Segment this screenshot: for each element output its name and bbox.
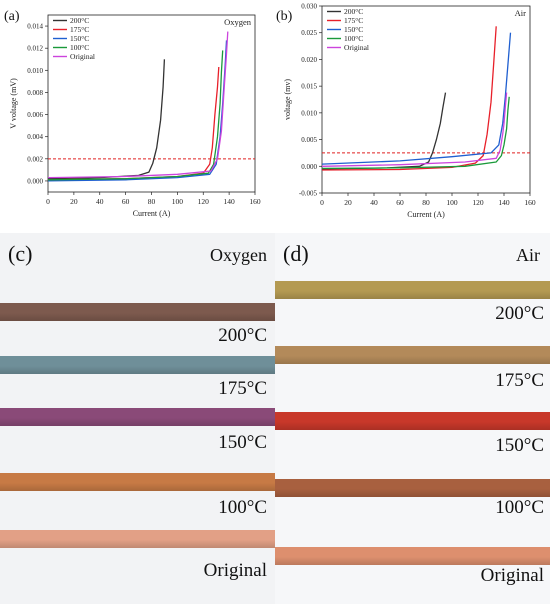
strip-label-175c: 175°C xyxy=(218,378,267,399)
panel-label: (b) xyxy=(276,9,293,24)
x-tick-label: 0 xyxy=(320,198,324,207)
x-tick-label: 20 xyxy=(70,197,78,206)
x-tick-label: 20 xyxy=(344,198,352,207)
photo-title-air: Air xyxy=(516,245,540,265)
copper-strip-original xyxy=(0,530,275,548)
series-line xyxy=(321,92,508,167)
series-line xyxy=(47,50,224,181)
x-tick-label: 140 xyxy=(498,198,510,207)
x-tick-label: 100 xyxy=(172,197,184,206)
series-line xyxy=(321,92,447,170)
copper-strip-150c xyxy=(0,408,275,426)
series-line xyxy=(47,66,220,181)
chart-title: Oxygen xyxy=(224,17,252,27)
x-tick-label: 40 xyxy=(370,198,378,207)
x-tick-label: 100 xyxy=(446,198,458,207)
chart-a: 0 20 40 60 80 100 120 140 160 0.000 0.002 0.004 0.00… xyxy=(4,9,261,218)
y-tick-label: 0.004 xyxy=(27,133,43,141)
panel-label: (a) xyxy=(4,9,20,24)
charts-area: 0 20 40 60 80 100 120 140 160 0.000 0.002 0.004 0.00… xyxy=(4,3,536,220)
y-tick-label: 0.012 xyxy=(27,45,43,53)
strip-label-original: Original xyxy=(480,565,544,586)
photo-panel-oxygen: (c) Oxygen 200°C 175°C 150°C 100°C Origi… xyxy=(0,233,275,604)
panel-label-c: (c) xyxy=(8,241,33,266)
series-line xyxy=(321,96,510,170)
legend-label: Original xyxy=(344,43,369,52)
strip-label-100c: 100°C xyxy=(495,497,544,518)
y-tick-label: 0.006 xyxy=(27,111,43,119)
legend-label: 200°C xyxy=(344,7,363,16)
copper-strip-original xyxy=(275,547,550,565)
y-tick-label: 0.014 xyxy=(27,23,43,31)
x-tick-label: 160 xyxy=(249,197,261,206)
copper-strip-200c xyxy=(0,303,275,321)
copper-strip-175c xyxy=(275,346,550,364)
copper-strip-150c xyxy=(275,412,550,430)
strip-label-200c: 200°C xyxy=(218,325,267,346)
x-tick-label: 0 xyxy=(46,197,50,206)
series-line xyxy=(47,31,229,179)
legend-label: Original xyxy=(70,52,95,61)
series-line xyxy=(47,40,228,182)
strip-label-150c: 150°C xyxy=(495,435,544,456)
copper-strip-175c xyxy=(0,356,275,374)
y-tick-label: 0.015 xyxy=(301,83,317,91)
x-tick-label: 120 xyxy=(472,198,484,207)
x-axis-label: Current (A) xyxy=(133,209,171,218)
chart-title: Air xyxy=(515,8,527,18)
y-tick-label: 0.010 xyxy=(301,109,317,117)
photo-title-oxygen: Oxygen xyxy=(210,245,267,265)
y-tick-label: 0.005 xyxy=(301,136,317,144)
x-axis-label: Current (A) xyxy=(407,210,445,219)
y-tick-label: 0.008 xyxy=(27,89,43,97)
y-tick-label: 0.000 xyxy=(301,163,317,171)
series-line xyxy=(321,32,512,165)
x-tick-label: 140 xyxy=(224,197,236,206)
y-tick-label: 0.030 xyxy=(301,3,317,11)
legend-label: 175°C xyxy=(344,16,363,25)
copper-strip-100c xyxy=(0,473,275,491)
y-tick-label: -0.005 xyxy=(299,190,318,198)
strip-label-100c: 100°C xyxy=(218,497,267,518)
legend-label: 150°C xyxy=(70,34,89,43)
legend-label: 100°C xyxy=(70,43,89,52)
strip-label-175c: 175°C xyxy=(495,370,544,391)
x-tick-label: 120 xyxy=(198,197,210,206)
panel-label-d: (d) xyxy=(283,241,309,266)
x-tick-label: 80 xyxy=(148,197,156,206)
series-line xyxy=(47,59,166,180)
legend-label: 150°C xyxy=(344,25,363,34)
legend-label: 175°C xyxy=(70,25,89,34)
x-tick-label: 80 xyxy=(422,198,430,207)
strip-label-200c: 200°C xyxy=(495,303,544,324)
chart-b: 0 20 40 60 80 100 120 140 160 -0.005 0.000 0.005 0.0… xyxy=(276,3,536,220)
y-axis-label: V voltage (mV) xyxy=(9,78,18,129)
series-line xyxy=(321,26,497,171)
x-tick-label: 60 xyxy=(122,197,130,206)
legend-label: 200°C xyxy=(70,16,89,25)
x-tick-label: 60 xyxy=(396,198,404,207)
copper-strip-100c xyxy=(275,479,550,497)
x-tick-label: 160 xyxy=(524,198,536,207)
strip-label-original: Original xyxy=(203,560,267,581)
x-tick-label: 40 xyxy=(96,197,104,206)
copper-strip-200c xyxy=(275,281,550,299)
photo-panel-air: (d) Air 200°C 175°C 150°C 100°C Original xyxy=(275,233,550,604)
legend-label: 100°C xyxy=(344,34,363,43)
y-tick-label: 0.025 xyxy=(301,29,317,37)
y-axis-label: voltage (mv) xyxy=(283,79,292,120)
y-tick-label: 0.020 xyxy=(301,56,317,64)
y-tick-label: 0.002 xyxy=(27,155,43,163)
strip-label-150c: 150°C xyxy=(218,432,267,453)
y-tick-label: 0.010 xyxy=(27,67,43,75)
y-tick-label: 0.000 xyxy=(27,177,43,185)
